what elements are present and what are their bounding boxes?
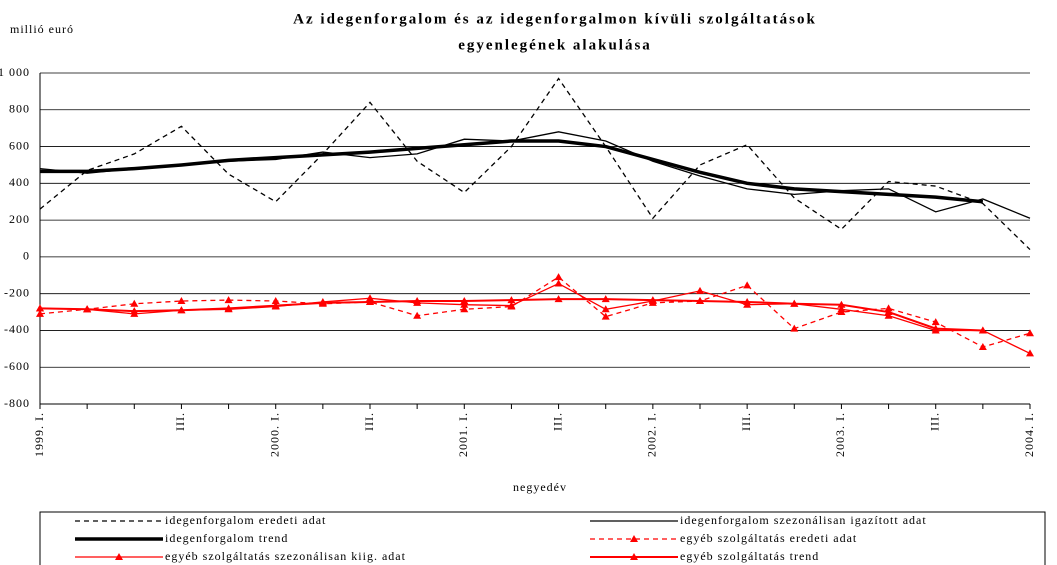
point-marker xyxy=(601,312,610,320)
point-marker xyxy=(884,311,893,319)
x-tick-label: III. xyxy=(362,412,376,431)
point-marker xyxy=(978,326,987,334)
y-tick-label: 600 xyxy=(9,138,30,152)
point-marker xyxy=(790,299,799,307)
x-tick-label: 1999. I. xyxy=(32,412,46,457)
x-tick-label: III. xyxy=(739,412,753,431)
x-tick-label: 2004. I. xyxy=(1022,412,1036,457)
x-tick-label: 2001. I. xyxy=(456,412,470,457)
point-marker xyxy=(224,296,233,304)
chart-title: egyenlegének alakulása xyxy=(458,37,652,53)
point-marker xyxy=(36,309,44,317)
point-marker xyxy=(413,297,422,305)
series-line xyxy=(39,276,1031,348)
point-marker xyxy=(601,305,610,313)
series-line xyxy=(40,139,984,204)
y-tick-label: 800 xyxy=(9,102,30,116)
chart-title: Az idegenforgalom és az idegenforgalmon … xyxy=(293,11,817,27)
point-marker xyxy=(1026,329,1034,337)
point-marker xyxy=(507,301,516,309)
legend-label: idegenforgalom eredeti adat xyxy=(165,513,326,527)
y-tick-label: 400 xyxy=(9,175,30,189)
point-marker xyxy=(271,301,280,309)
point-marker xyxy=(554,273,563,281)
point-marker xyxy=(83,305,92,313)
legend-label: egyéb szolgáltatás trend xyxy=(680,549,819,563)
point-marker xyxy=(978,342,987,350)
legend-marker xyxy=(115,553,123,560)
y-tick-label: 1 000 xyxy=(0,65,30,79)
x-tick-label: III. xyxy=(550,412,564,431)
point-marker xyxy=(743,297,752,305)
legend-marker xyxy=(630,535,638,542)
point-marker xyxy=(271,297,280,305)
series-line xyxy=(39,77,1031,250)
y-tick-label: 0 xyxy=(23,249,30,263)
point-marker xyxy=(554,279,563,287)
legend-label: idegenforgalom trend xyxy=(165,531,288,545)
point-marker xyxy=(696,297,704,305)
point-marker xyxy=(460,305,469,313)
legend-marker xyxy=(630,553,638,560)
point-marker xyxy=(743,281,752,289)
point-marker xyxy=(931,318,940,326)
point-marker xyxy=(460,297,469,305)
x-tick-label: 2003. I. xyxy=(833,412,847,457)
point-marker xyxy=(130,299,139,307)
x-axis-label: negyedév xyxy=(513,480,567,494)
point-marker xyxy=(413,311,422,319)
point-marker xyxy=(366,297,374,305)
y-axis-label: millió euró xyxy=(10,22,74,36)
x-tick-label: III. xyxy=(927,412,941,431)
y-tick-label: -200 xyxy=(4,285,30,299)
series-line xyxy=(39,131,1031,219)
point-marker xyxy=(554,295,563,303)
point-marker xyxy=(366,294,374,302)
legend-label: egyéb szolgáltatás szezonálisan kiig. ad… xyxy=(165,549,406,563)
legend-box xyxy=(39,511,1046,565)
y-tick-label: -800 xyxy=(4,396,30,410)
point-marker xyxy=(601,295,610,303)
y-tick-label: -400 xyxy=(4,322,30,336)
point-marker xyxy=(318,298,327,306)
point-marker xyxy=(884,304,893,312)
point-marker xyxy=(1026,349,1034,357)
point-marker xyxy=(177,306,186,314)
point-marker xyxy=(696,286,704,294)
point-marker xyxy=(177,297,186,305)
point-marker xyxy=(837,300,846,308)
point-marker xyxy=(460,300,469,308)
legend-label: idegenforgalom szezonálisan igazított ad… xyxy=(680,513,927,527)
x-tick-label: 2000. I. xyxy=(267,412,281,457)
point-marker xyxy=(224,304,233,312)
point-marker xyxy=(648,296,657,304)
y-tick-label: 200 xyxy=(9,212,30,226)
x-tick-label: 2002. I. xyxy=(645,412,659,457)
point-marker xyxy=(790,324,799,332)
point-marker xyxy=(931,324,940,332)
point-marker xyxy=(36,304,44,312)
point-marker xyxy=(837,305,846,313)
x-tick-label: III. xyxy=(173,412,187,431)
y-tick-label: -600 xyxy=(4,359,30,373)
legend-label: egyéb szolgáltatás eredeti adat xyxy=(680,531,857,545)
point-marker xyxy=(507,296,516,304)
point-marker xyxy=(884,308,893,316)
point-marker xyxy=(130,307,139,315)
